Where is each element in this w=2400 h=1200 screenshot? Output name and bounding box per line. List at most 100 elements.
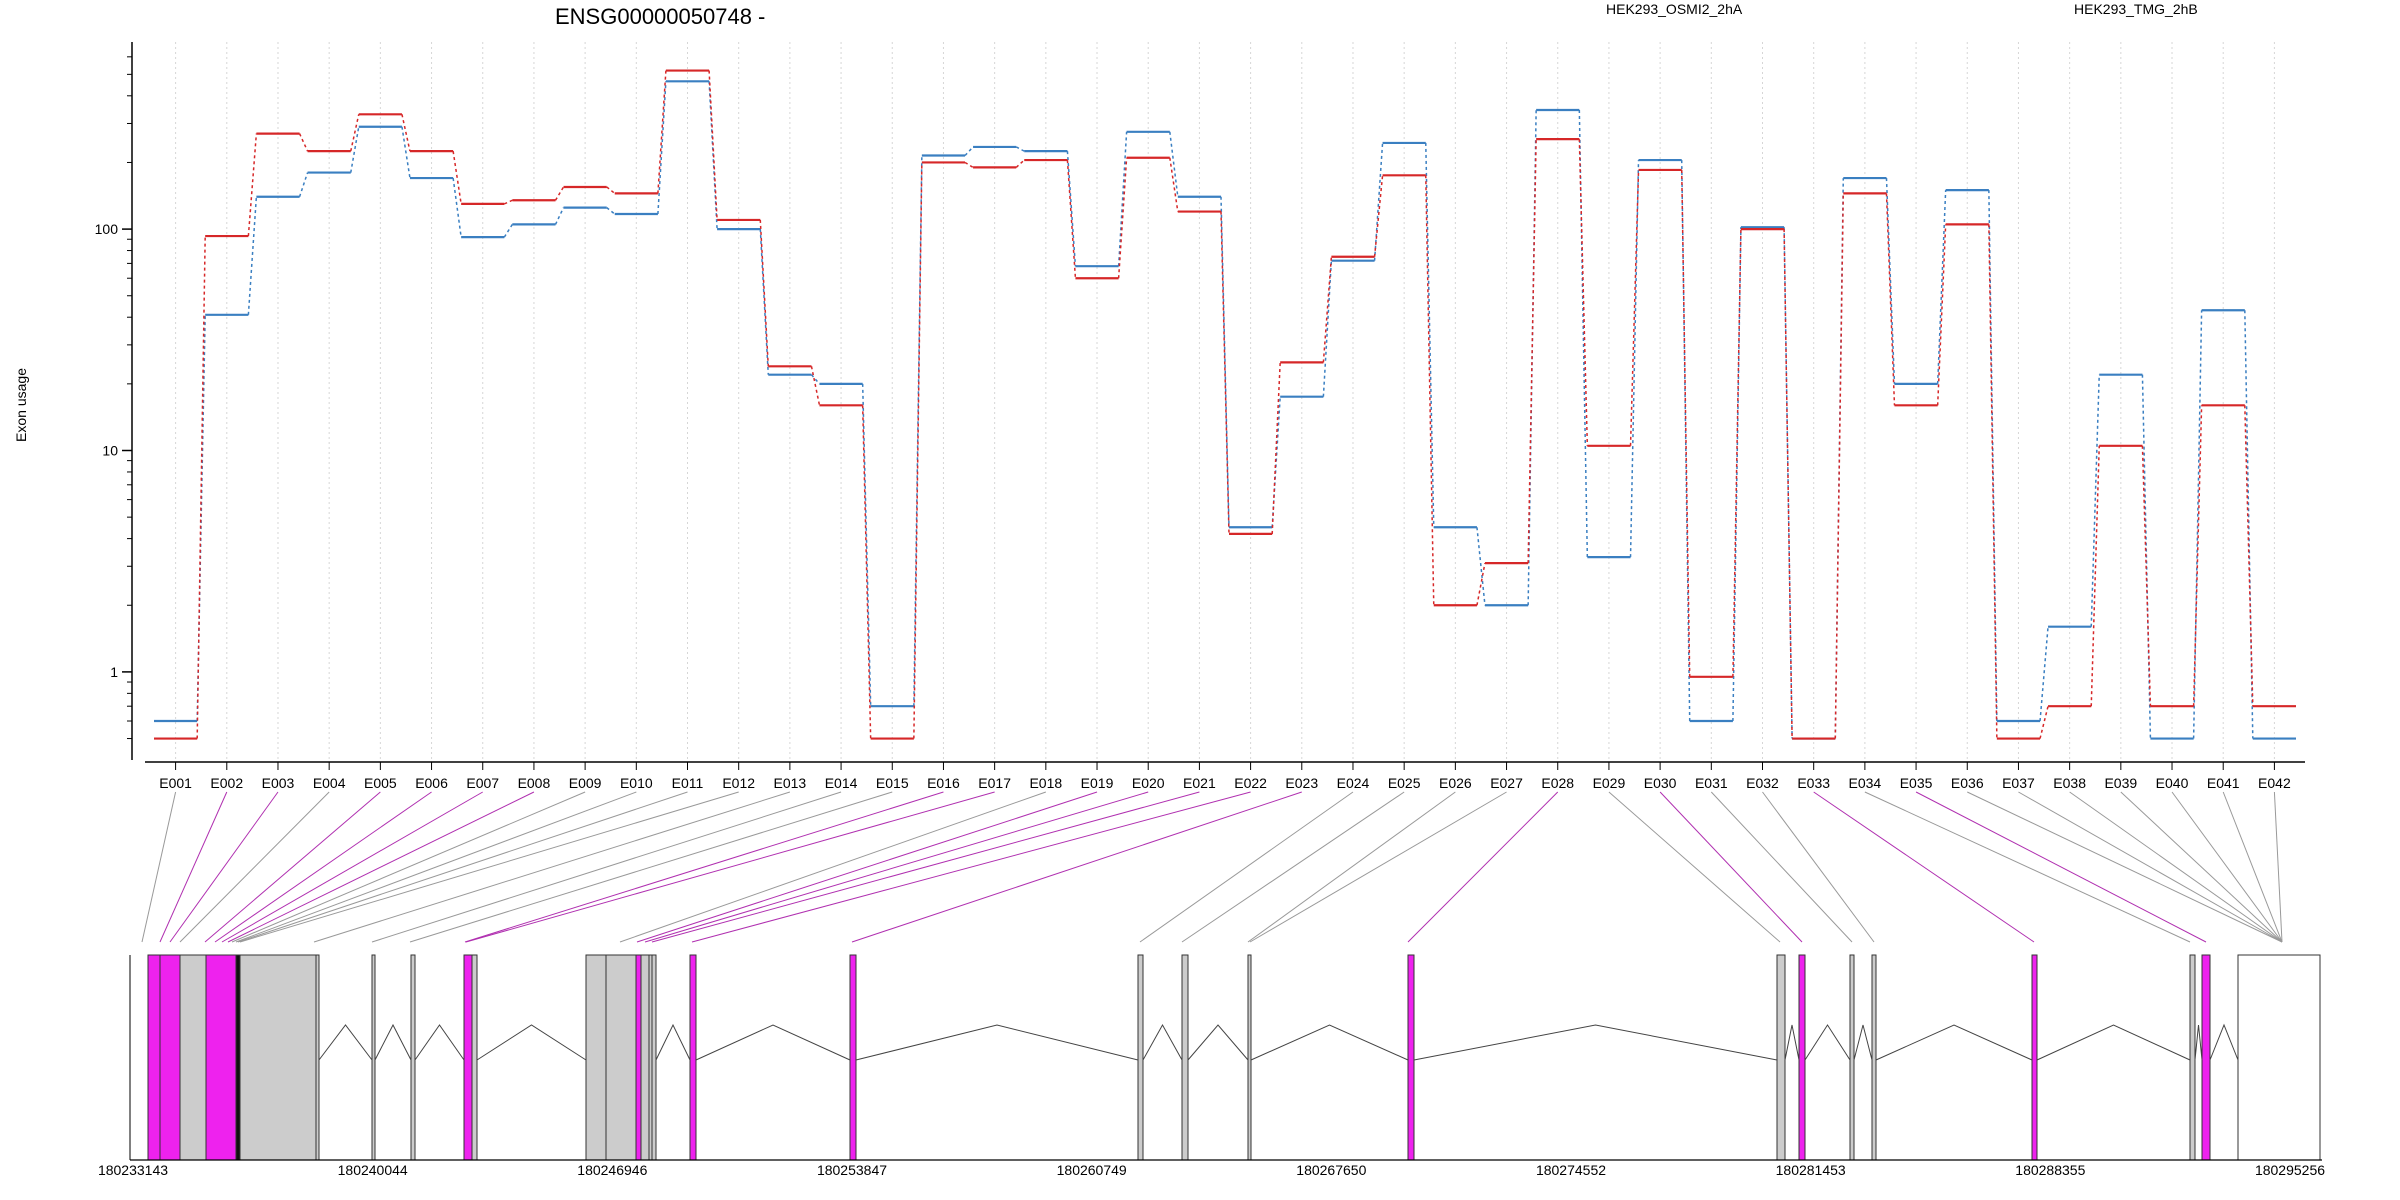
x-tick-label-e012: E012 (722, 775, 755, 791)
x-tick-label-e030: E030 (1644, 775, 1677, 791)
intron-line (695, 1024, 851, 1061)
x-tick-label-e020: E020 (1132, 775, 1165, 791)
x-tick-label-e037: E037 (2002, 775, 2035, 791)
series-connector (606, 207, 616, 215)
intron-line (1804, 1024, 1851, 1061)
series-connector (1783, 227, 1793, 739)
series-connector (1476, 562, 1486, 606)
series-connector (2244, 310, 2254, 739)
exon-connector (1710, 791, 1853, 943)
series-connector (1629, 160, 1640, 558)
exon-connector (691, 791, 1251, 943)
exon-connector (204, 791, 381, 943)
series-connector (1322, 260, 1333, 397)
x-tick-label-e016: E016 (927, 775, 960, 791)
genomic-tick-label: 180246946 (577, 1162, 647, 1178)
series-connector (657, 81, 667, 215)
exon-connector (409, 791, 893, 943)
exon-block (1247, 954, 1252, 1161)
series-connector (2039, 626, 2049, 722)
series-connector (1425, 142, 1435, 528)
series-connector (1885, 178, 1896, 384)
gene-model-track (129, 954, 2321, 1161)
series-connector (350, 126, 360, 173)
exon-connector (221, 791, 483, 943)
series-connector (554, 186, 565, 201)
genomic-tick-label: 180281453 (1776, 1162, 1846, 1178)
x-tick-label-e003: E003 (262, 775, 295, 791)
series-connector (2090, 445, 2100, 707)
x-tick-label-e025: E025 (1388, 775, 1421, 791)
series-connector (964, 146, 974, 157)
exon-block (205, 954, 237, 1161)
series-connector (1015, 146, 1025, 152)
x-tick-label-e008: E008 (518, 775, 551, 791)
x-tick-label-e040: E040 (2156, 775, 2189, 791)
series-connector (708, 70, 718, 220)
x-tick-label-e041: E041 (2207, 775, 2240, 791)
series-connector (810, 366, 821, 406)
series-connector (1066, 151, 1077, 267)
exon-connector (1139, 791, 1354, 943)
genomic-tick-label: 180240044 (338, 1162, 408, 1178)
series-connector (1117, 131, 1128, 267)
x-tick-label-e038: E038 (2053, 775, 2086, 791)
y-tick-label: 10 (102, 442, 118, 458)
series-connector (913, 162, 923, 739)
exon-connector (1247, 791, 1456, 943)
exon-block (371, 954, 376, 1161)
intron-line (1784, 1024, 1800, 1061)
exon-connector (1864, 791, 2191, 943)
series-connector (2039, 706, 2049, 739)
series-connector (196, 236, 206, 739)
exon-block (1181, 954, 1189, 1161)
exon-connector (2171, 791, 2283, 943)
x-tick-label-e024: E024 (1337, 775, 1370, 791)
exon-connector (1967, 791, 2283, 943)
series-connector (1322, 256, 1333, 363)
series-connector (759, 219, 770, 367)
series-connector (2192, 405, 2203, 707)
legend-series-a: HEK293_OSMI2_2hA (1606, 1, 1743, 17)
intron-line (476, 1024, 587, 1061)
series-connector (503, 224, 513, 238)
exon-connector (464, 791, 944, 943)
exon-connector (1659, 791, 1803, 943)
genomic-tick-label: 180233143 (98, 1162, 168, 1178)
x-tick-label-e026: E026 (1439, 775, 1472, 791)
x-tick-label-e042: E042 (2258, 775, 2291, 791)
intron-line (655, 1023, 691, 1061)
series-connector (1527, 139, 1537, 564)
series-connector (247, 196, 258, 315)
exon-connector (851, 791, 1302, 943)
series-connector (1015, 159, 1025, 168)
series-connector (1425, 175, 1435, 606)
series-connector (1936, 224, 1947, 406)
x-tick-label-e014: E014 (825, 775, 858, 791)
exon-block (410, 954, 416, 1161)
series-connector (1169, 131, 1179, 197)
series-connector (861, 405, 872, 739)
series-connector (1476, 527, 1486, 606)
exon-connector (227, 791, 535, 943)
intron-line (2036, 1024, 2191, 1061)
x-tick-label-e001: E001 (159, 775, 192, 791)
x-tick-label-e021: E021 (1183, 775, 1216, 791)
x-tick-label-e009: E009 (569, 775, 602, 791)
exon-connector (214, 791, 432, 943)
genomic-tick-label: 180295256 (2255, 1162, 2325, 1178)
series-connector (298, 172, 309, 197)
series-connector (2090, 374, 2100, 627)
x-tick-label-e006: E006 (415, 775, 448, 791)
x-tick-label-e007: E007 (466, 775, 499, 791)
series-connector (1783, 229, 1793, 739)
series-connector (1629, 169, 1640, 446)
series-connector (2192, 310, 2203, 739)
exon-block (179, 954, 207, 1161)
series-connector (657, 70, 667, 194)
x-tick-label-e027: E027 (1490, 775, 1523, 791)
x-tick-label-e018: E018 (1029, 775, 1062, 791)
series-connector (1066, 160, 1077, 279)
exon-block (2189, 954, 2196, 1161)
